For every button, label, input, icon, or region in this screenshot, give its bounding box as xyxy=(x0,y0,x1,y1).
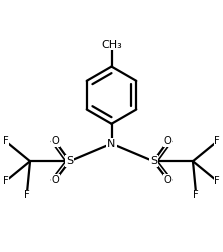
Text: F: F xyxy=(24,190,30,200)
Text: F: F xyxy=(3,136,9,146)
Text: O: O xyxy=(52,175,59,185)
Text: F: F xyxy=(214,136,220,146)
Text: F: F xyxy=(193,190,199,200)
Text: S: S xyxy=(66,156,73,166)
Text: F: F xyxy=(214,176,220,186)
Text: N: N xyxy=(107,139,116,149)
Text: O: O xyxy=(164,136,171,146)
Text: F: F xyxy=(3,176,9,186)
Text: CH₃: CH₃ xyxy=(101,40,122,49)
Text: O: O xyxy=(164,175,171,185)
Text: O: O xyxy=(52,136,59,146)
Text: S: S xyxy=(150,156,157,166)
